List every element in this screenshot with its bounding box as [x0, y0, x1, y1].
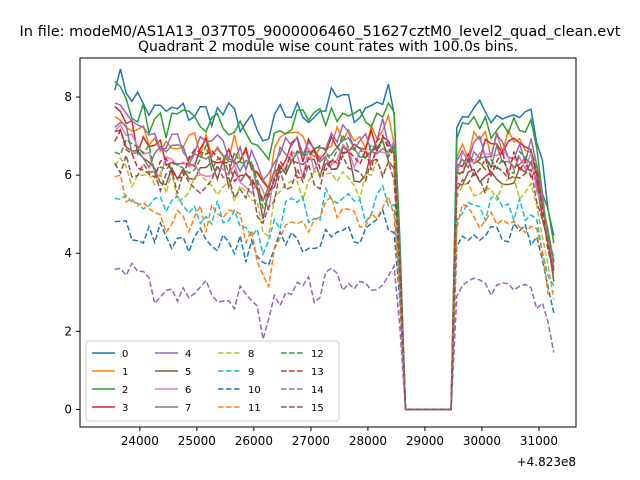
- y-tick-label: 6: [64, 168, 72, 182]
- plot-frame: [79, 57, 577, 428]
- series-line-15: [114, 152, 555, 411]
- x-tick-label: 26000: [235, 434, 273, 448]
- series-line-9: [114, 184, 555, 411]
- series-line-0: [114, 68, 555, 411]
- legend-label-1: 1: [122, 367, 128, 378]
- series-line-12: [114, 132, 555, 411]
- y-tick-label: 0: [64, 402, 72, 416]
- legend-label-12: 12: [311, 349, 324, 360]
- legend-label-10: 10: [248, 385, 261, 396]
- legend-label-5: 5: [185, 367, 191, 378]
- x-tick-label: 24000: [121, 434, 159, 448]
- x-tick-label: 25000: [178, 434, 216, 448]
- chart-title: Quadrant 2 module wise count rates with …: [138, 39, 518, 55]
- legend-label-7: 7: [185, 403, 191, 414]
- legend-label-14: 14: [311, 385, 324, 396]
- y-tick-label: 2: [64, 324, 72, 338]
- legend-box: [85, 340, 340, 422]
- x-axis: 24000 25000 26000 27000 28000 29000 30000 31000: [121, 427, 558, 448]
- legend-label-15: 15: [311, 403, 324, 414]
- y-axis: 0 2 4 6 8: [64, 90, 80, 416]
- y-tick-label: 8: [64, 90, 72, 104]
- series-line-8: [114, 156, 555, 411]
- y-tick-label: 4: [64, 246, 72, 260]
- series-line-10: [114, 208, 555, 411]
- x-tick-label: 27000: [292, 434, 330, 448]
- series-line-11: [114, 174, 555, 411]
- x-tick-label: 30000: [463, 434, 501, 448]
- legend-label-11: 11: [248, 403, 261, 414]
- legend-label-8: 8: [248, 349, 254, 360]
- legend-label-6: 6: [185, 385, 191, 396]
- legend-label-4: 4: [185, 349, 191, 360]
- series-line-7: [114, 121, 555, 411]
- legend-label-3: 3: [122, 403, 128, 414]
- series-layer: [114, 68, 555, 411]
- legend-label-2: 2: [122, 385, 128, 396]
- legend-label-13: 13: [311, 367, 324, 378]
- x-offset-text: +4.823e8: [517, 455, 576, 469]
- series-line-14: [114, 261, 555, 411]
- x-tick-label: 31000: [520, 434, 558, 448]
- x-tick-label: 28000: [349, 434, 387, 448]
- legend-label-0: 0: [122, 349, 128, 360]
- legend-label-9: 9: [248, 367, 254, 378]
- series-line-3: [114, 105, 555, 411]
- figure-suptitle: In file: modeM0/AS1A13_037T05_9000006460…: [20, 24, 621, 40]
- x-tick-label: 29000: [406, 434, 444, 448]
- series-line-2: [114, 80, 555, 411]
- series-line-13: [114, 128, 555, 411]
